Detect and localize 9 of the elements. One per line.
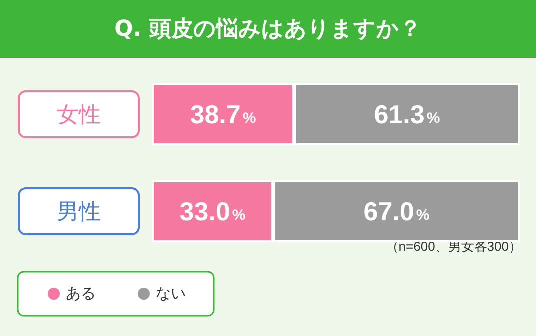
chart-title: Q. 頭皮の悩みはありますか？ xyxy=(0,0,536,58)
legend-label: ない xyxy=(156,286,186,302)
data-label: 38.7% xyxy=(190,100,256,130)
data-label: 33.0% xyxy=(180,196,246,226)
data-label: 61.3% xyxy=(374,100,440,130)
legend-label: ある xyxy=(66,286,96,302)
y-tick-label: 女性 xyxy=(57,102,101,127)
y-tick-label: 男性 xyxy=(57,199,101,224)
data-label: 67.0% xyxy=(364,196,430,226)
